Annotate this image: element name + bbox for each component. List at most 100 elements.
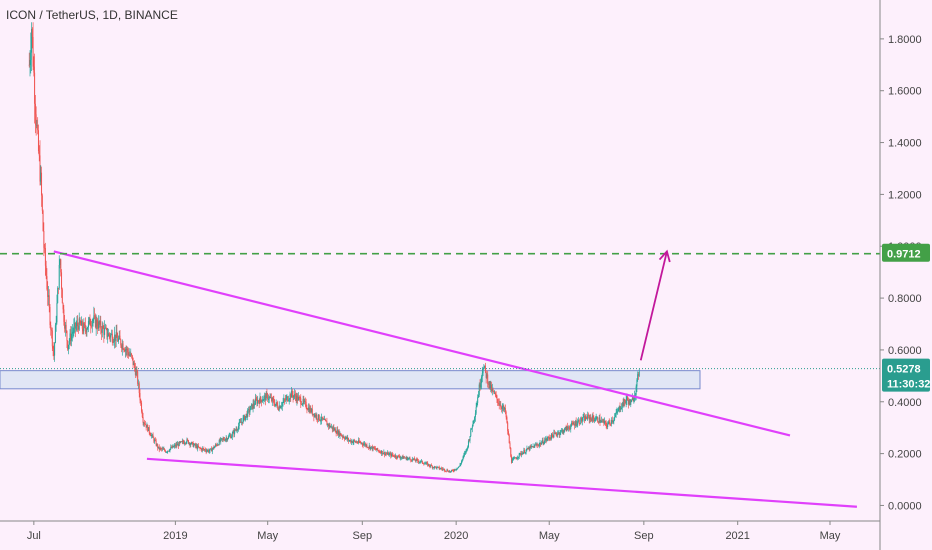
candle-body xyxy=(158,446,160,450)
candle-body xyxy=(186,439,188,443)
candle-body xyxy=(37,130,39,152)
candle-body xyxy=(124,349,126,352)
candle-body xyxy=(354,440,356,442)
candle-body xyxy=(333,427,335,430)
candle-body xyxy=(258,401,260,404)
candle-body xyxy=(68,341,70,345)
candle-body xyxy=(613,419,615,421)
candle-body xyxy=(622,402,624,406)
candle-body xyxy=(167,450,169,452)
candle-body xyxy=(161,448,163,450)
candle-body xyxy=(154,440,156,442)
candle-body xyxy=(182,440,184,443)
candles-group xyxy=(28,22,640,473)
candle-body xyxy=(457,467,459,469)
candle-body xyxy=(120,339,122,346)
candle-body xyxy=(127,352,129,356)
candle-body xyxy=(305,401,307,408)
candle-body xyxy=(51,329,53,331)
candle-body xyxy=(471,428,473,430)
candle-body xyxy=(274,404,276,406)
candle-body xyxy=(377,448,379,451)
chart-title: ICON / TetherUS, 1D, BINANCE xyxy=(6,8,178,22)
candle-body xyxy=(556,434,558,436)
candle-body xyxy=(61,289,63,304)
candle-body xyxy=(217,444,219,446)
candle-body xyxy=(548,437,550,439)
candle-body xyxy=(407,458,409,460)
candle-body xyxy=(111,333,113,342)
candle-body xyxy=(565,427,567,431)
candle-body xyxy=(427,462,429,466)
candle-body xyxy=(582,417,584,420)
candle-body xyxy=(76,322,78,327)
candle-body xyxy=(619,406,621,410)
candle-body xyxy=(204,449,206,451)
candle-body xyxy=(106,328,108,337)
candle-body xyxy=(597,417,599,422)
candle-body xyxy=(544,440,546,444)
candle-body xyxy=(624,401,626,403)
candle-body xyxy=(114,334,116,342)
candle-body xyxy=(109,335,111,338)
candle-body xyxy=(541,442,543,445)
candle-body xyxy=(475,407,477,414)
candle-body xyxy=(69,333,71,342)
candle-body xyxy=(428,464,430,466)
candle-body xyxy=(115,331,117,341)
candle-body xyxy=(244,416,246,420)
candle-body xyxy=(94,315,96,317)
candle-body xyxy=(31,28,33,53)
candle-body xyxy=(563,431,565,433)
candle-body xyxy=(421,460,423,462)
candle-body xyxy=(389,453,391,455)
candle-body xyxy=(511,459,513,463)
candle-body xyxy=(298,396,300,398)
candle-body xyxy=(178,441,180,447)
candle-body xyxy=(142,417,144,423)
candle-body xyxy=(575,421,577,426)
candle-body xyxy=(555,432,557,435)
candle-body xyxy=(511,456,513,463)
candle-body xyxy=(577,421,579,425)
candle-body xyxy=(324,419,326,421)
candle-body xyxy=(230,435,232,439)
candle-body xyxy=(316,414,318,419)
candle-body xyxy=(261,400,263,403)
candle-body xyxy=(441,468,443,470)
candle-body xyxy=(67,344,69,350)
candle-body xyxy=(550,437,552,439)
candle-body xyxy=(271,397,273,402)
candle-body xyxy=(493,390,495,394)
candle-body xyxy=(394,456,396,458)
y-tick-label: 0.6000 xyxy=(888,345,922,357)
candle-body xyxy=(387,452,389,454)
candle-body xyxy=(537,445,539,447)
candle-body xyxy=(569,428,571,430)
candle-body xyxy=(604,420,606,423)
candle-body xyxy=(149,432,151,435)
candle-body xyxy=(243,415,245,418)
candle-body xyxy=(534,444,536,446)
candle-body xyxy=(251,404,253,409)
candle-body xyxy=(88,317,90,321)
candle-body xyxy=(254,398,256,405)
candle-body xyxy=(533,446,535,448)
candle-body xyxy=(521,453,523,455)
candle-body xyxy=(463,454,465,457)
y-tick-label: 1.4000 xyxy=(888,138,922,150)
lower-trendline xyxy=(146,457,857,508)
candle-body xyxy=(202,448,204,450)
candle-body xyxy=(212,447,214,449)
candle-body xyxy=(190,444,192,446)
candle-body xyxy=(346,436,348,440)
candle-body xyxy=(340,433,342,436)
candle-body xyxy=(224,439,226,441)
candle-body xyxy=(104,327,106,329)
candle-body xyxy=(320,420,322,422)
candle-body xyxy=(205,450,207,452)
candle-body xyxy=(553,432,555,438)
candle-body xyxy=(617,411,619,413)
candle-body xyxy=(209,449,211,451)
